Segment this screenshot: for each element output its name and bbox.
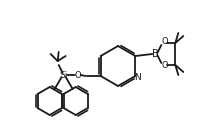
- Text: N: N: [134, 72, 141, 81]
- Text: B: B: [152, 49, 159, 59]
- Text: Si: Si: [59, 70, 68, 80]
- Text: O: O: [74, 70, 81, 80]
- Text: O: O: [161, 61, 168, 70]
- Text: O: O: [161, 38, 168, 47]
